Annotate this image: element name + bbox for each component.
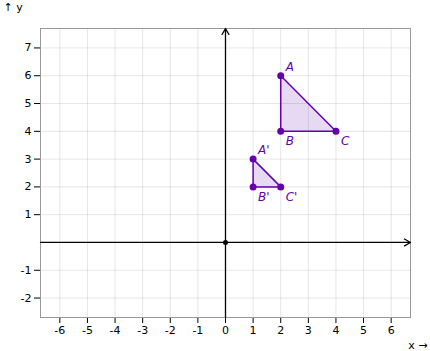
svg-text:-5: -5 bbox=[82, 324, 93, 337]
svg-text:4: 4 bbox=[332, 324, 339, 337]
svg-text:2: 2 bbox=[277, 324, 284, 337]
svg-text:6: 6 bbox=[388, 324, 395, 337]
svg-text:-2: -2 bbox=[165, 324, 176, 337]
svg-text:7: 7 bbox=[25, 41, 32, 54]
svg-text:3: 3 bbox=[25, 153, 32, 166]
svg-text:-2: -2 bbox=[21, 292, 32, 305]
svg-text:6: 6 bbox=[25, 69, 32, 82]
svg-text:A: A bbox=[285, 60, 294, 74]
svg-text:-1: -1 bbox=[21, 264, 32, 277]
svg-text:1: 1 bbox=[250, 324, 257, 337]
svg-text:4: 4 bbox=[25, 125, 32, 138]
svg-text:1: 1 bbox=[25, 208, 32, 221]
svg-text:-6: -6 bbox=[54, 324, 65, 337]
svg-text:B': B' bbox=[258, 190, 270, 204]
svg-text:5: 5 bbox=[360, 324, 367, 337]
svg-text:C: C bbox=[341, 134, 350, 148]
svg-text:C': C' bbox=[286, 190, 298, 204]
svg-text:2: 2 bbox=[25, 180, 32, 193]
svg-text:0: 0 bbox=[222, 324, 229, 337]
svg-text:-1: -1 bbox=[192, 324, 203, 337]
svg-text:↑ y: ↑ y bbox=[4, 1, 24, 14]
svg-text:5: 5 bbox=[25, 97, 32, 110]
svg-text:-4: -4 bbox=[110, 324, 121, 337]
svg-text:B: B bbox=[286, 134, 294, 148]
svg-text:-3: -3 bbox=[137, 324, 148, 337]
svg-text:3: 3 bbox=[305, 324, 312, 337]
svg-text:x →: x → bbox=[408, 339, 427, 351]
svg-text:A': A' bbox=[257, 143, 270, 157]
